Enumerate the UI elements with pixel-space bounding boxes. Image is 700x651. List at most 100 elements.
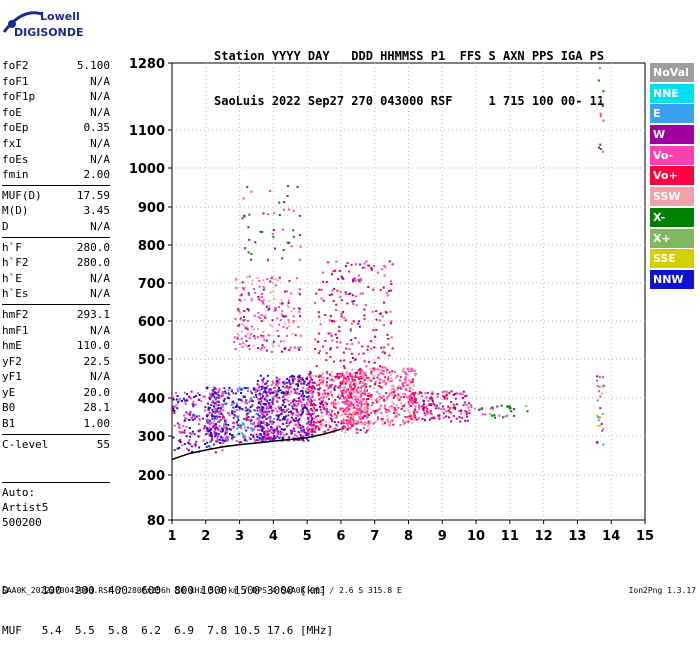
echo-point bbox=[178, 426, 181, 429]
echo-point bbox=[348, 380, 351, 383]
echo-point bbox=[300, 429, 303, 432]
echo-point bbox=[297, 426, 300, 429]
echo-point bbox=[308, 375, 311, 378]
echo-point bbox=[256, 383, 259, 386]
echo-point bbox=[241, 400, 244, 403]
echo-point bbox=[239, 388, 241, 391]
legend-item: W bbox=[650, 125, 694, 145]
echo-point bbox=[252, 328, 255, 331]
echo-point bbox=[311, 394, 314, 397]
legend-item: X+ bbox=[650, 228, 694, 248]
echo-point bbox=[424, 414, 427, 417]
echo-point bbox=[390, 380, 393, 383]
echo-point bbox=[379, 398, 382, 400]
echo-point bbox=[274, 284, 277, 287]
echo-point bbox=[318, 388, 321, 391]
echo-point bbox=[386, 379, 389, 382]
echo-point bbox=[597, 79, 600, 82]
echo-point bbox=[601, 104, 604, 107]
echo-point bbox=[385, 367, 388, 370]
echo-point bbox=[346, 428, 349, 431]
echo-point bbox=[194, 444, 197, 447]
echo-point bbox=[276, 329, 279, 332]
echo-point bbox=[491, 406, 494, 409]
echo-point bbox=[273, 434, 276, 437]
echo-point bbox=[340, 315, 343, 318]
echo-point bbox=[366, 413, 369, 416]
param-row: fmin 2.00 bbox=[2, 167, 110, 183]
echo-point bbox=[332, 431, 335, 434]
echo-point bbox=[355, 295, 357, 298]
echo-point bbox=[214, 417, 217, 420]
echo-point bbox=[252, 288, 255, 290]
echo-point bbox=[299, 315, 302, 318]
echo-point bbox=[345, 372, 348, 375]
echo-point bbox=[389, 322, 392, 325]
echo-point bbox=[357, 404, 359, 407]
echo-point bbox=[371, 373, 374, 376]
echo-point bbox=[388, 421, 391, 424]
echo-point bbox=[269, 190, 271, 192]
echo-point bbox=[345, 293, 347, 295]
echo-point bbox=[244, 344, 247, 347]
echo-point bbox=[327, 386, 330, 389]
echo-point bbox=[359, 367, 362, 370]
echo-point bbox=[305, 383, 308, 386]
echo-point bbox=[352, 418, 355, 421]
echo-point bbox=[333, 402, 336, 404]
echo-point bbox=[433, 404, 436, 407]
echo-point bbox=[279, 426, 282, 428]
echo-point bbox=[198, 418, 201, 421]
echo-point bbox=[437, 414, 440, 417]
echo-point bbox=[301, 377, 304, 380]
echo-point bbox=[235, 278, 238, 281]
echo-point bbox=[258, 389, 261, 392]
echo-point bbox=[298, 288, 301, 291]
echo-point bbox=[315, 418, 318, 421]
echo-point bbox=[185, 447, 188, 450]
echo-point bbox=[199, 429, 201, 432]
echo-point bbox=[265, 413, 268, 416]
echo-point bbox=[329, 413, 332, 416]
x-tick-label: 13 bbox=[568, 529, 586, 544]
echo-point bbox=[262, 212, 265, 215]
echo-point bbox=[429, 403, 432, 406]
echo-point bbox=[413, 369, 416, 372]
echo-point bbox=[407, 420, 410, 423]
echo-point bbox=[266, 407, 269, 410]
echo-point bbox=[250, 398, 253, 401]
echo-point bbox=[360, 415, 362, 418]
echo-point bbox=[241, 408, 244, 410]
echo-point bbox=[241, 330, 244, 333]
echo-point bbox=[367, 345, 369, 348]
echo-point bbox=[340, 312, 343, 315]
param-row: h`F2 280.0 bbox=[2, 255, 110, 271]
echo-point bbox=[341, 407, 344, 410]
param-name: foEs bbox=[2, 152, 29, 166]
echo-point bbox=[370, 411, 372, 414]
echo-point bbox=[377, 400, 380, 403]
echo-point bbox=[301, 424, 304, 427]
echo-point bbox=[389, 310, 392, 313]
echo-point bbox=[398, 413, 401, 416]
echo-point bbox=[271, 380, 274, 383]
echo-point bbox=[240, 427, 243, 430]
echo-point bbox=[303, 406, 306, 409]
echo-point bbox=[297, 291, 300, 294]
echo-point bbox=[372, 410, 374, 412]
param-separator bbox=[2, 482, 110, 483]
y-tick-label: 800 bbox=[138, 239, 165, 254]
echo-point bbox=[260, 421, 263, 424]
echo-point bbox=[285, 398, 288, 401]
echo-point bbox=[402, 392, 405, 395]
echo-point bbox=[216, 420, 219, 423]
echo-point bbox=[237, 419, 240, 422]
echo-point bbox=[362, 398, 365, 401]
echo-point bbox=[271, 342, 274, 345]
echo-point bbox=[380, 412, 383, 415]
echo-point bbox=[175, 404, 178, 407]
echo-point bbox=[320, 378, 323, 381]
echo-point bbox=[212, 386, 215, 389]
echo-point bbox=[285, 415, 288, 418]
echo-point bbox=[294, 419, 297, 422]
